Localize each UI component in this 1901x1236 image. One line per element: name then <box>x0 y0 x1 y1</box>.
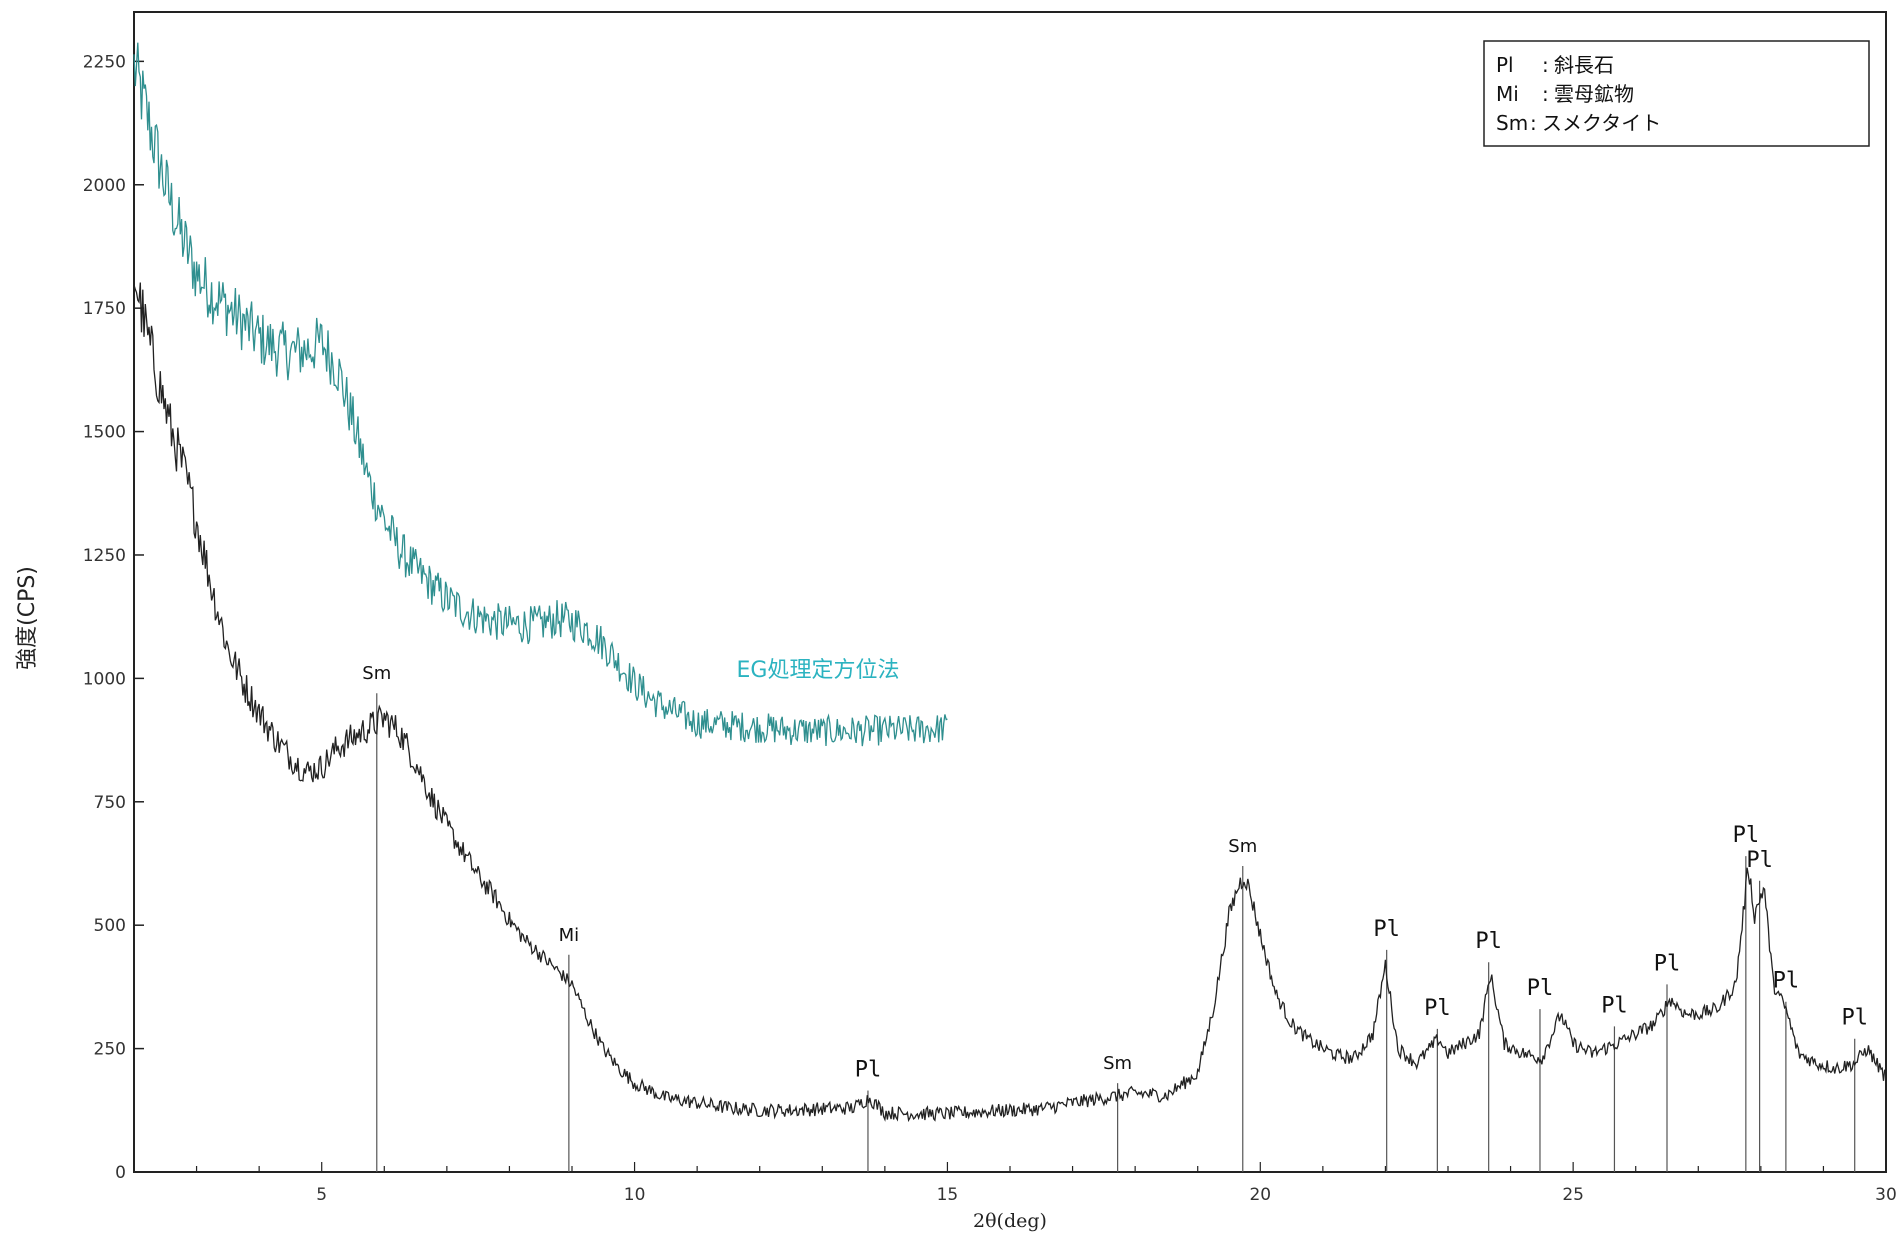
y-tick-label: 250 <box>94 1040 126 1060</box>
y-axis-title: 強度(CPS) <box>15 566 40 670</box>
peak-label: Pl <box>855 1058 882 1083</box>
peak-label: Pl <box>1373 917 1400 942</box>
peak-label: Sm <box>1103 1053 1132 1074</box>
legend-box <box>1483 40 1870 147</box>
peak-label: Mi <box>559 925 580 946</box>
peak-label: Pl <box>1654 951 1681 976</box>
y-tick-label: 1500 <box>83 423 126 443</box>
legend-name-pl: 斜長石 <box>1554 53 1614 77</box>
series-line-0 <box>133 42 948 747</box>
peak-label: Pl <box>1475 929 1502 954</box>
legend-sep-sm: : <box>1530 111 1537 135</box>
y-tick-label: 2000 <box>83 176 126 196</box>
legend-name-sm: スメクタイト <box>1542 111 1661 135</box>
legend: Pl : 斜長石 Mi : 雲母鉱物 Sm : スメクタイト <box>1483 40 1870 147</box>
peak-label: Pl <box>1527 976 1554 1001</box>
x-tick-label: 10 <box>624 1185 646 1205</box>
y-axis-ticks: 0 250 500 750 1000 1250 1500 1750 2000 2250 <box>83 52 144 1183</box>
peak-label: Pl <box>1601 993 1628 1018</box>
peak-label: Pl <box>1733 823 1760 848</box>
y-tick-label: 750 <box>94 793 126 813</box>
x-tick-label: 20 <box>1249 1185 1271 1205</box>
x-tick-label: 15 <box>937 1185 959 1205</box>
y-tick-label: 1250 <box>83 546 126 566</box>
y-tick-label: 2250 <box>83 52 126 72</box>
y-tick-label: 1750 <box>83 299 126 319</box>
x-tick-label: 30 <box>1875 1185 1897 1205</box>
x-tick-label: 25 <box>1562 1185 1584 1205</box>
peak-label: Pl <box>1424 996 1451 1021</box>
legend-sep-pl: : <box>1542 53 1549 77</box>
legend-name-mi: 雲母鉱物 <box>1554 82 1634 106</box>
legend-abbr-mi: Mi <box>1496 82 1519 106</box>
series-label-eg-treatment: EG処理定方位法 <box>737 658 900 683</box>
legend-sep-mi: : <box>1542 82 1549 106</box>
x-axis-ticks: 5 10 15 20 25 30 <box>133 1162 1897 1205</box>
peak-label: Pl <box>1746 848 1773 873</box>
peak-label: Sm <box>362 663 391 684</box>
legend-abbr-sm: Sm <box>1496 111 1528 135</box>
peak-label: Sm <box>1228 836 1257 857</box>
x-axis-title: 2θ(deg) <box>973 1210 1047 1232</box>
legend-abbr-pl: Pl <box>1496 53 1514 77</box>
peak-label: Pl <box>1773 969 1800 994</box>
series-line-1 <box>133 282 1887 1123</box>
y-tick-label: 1000 <box>83 669 126 689</box>
x-tick-label: 5 <box>316 1185 327 1205</box>
series-lines <box>133 42 1887 1123</box>
y-tick-label: 0 <box>115 1163 126 1183</box>
peak-marker-lines <box>376 693 1856 1172</box>
y-tick-label: 500 <box>94 916 126 936</box>
peak-label: Pl <box>1841 1006 1868 1031</box>
